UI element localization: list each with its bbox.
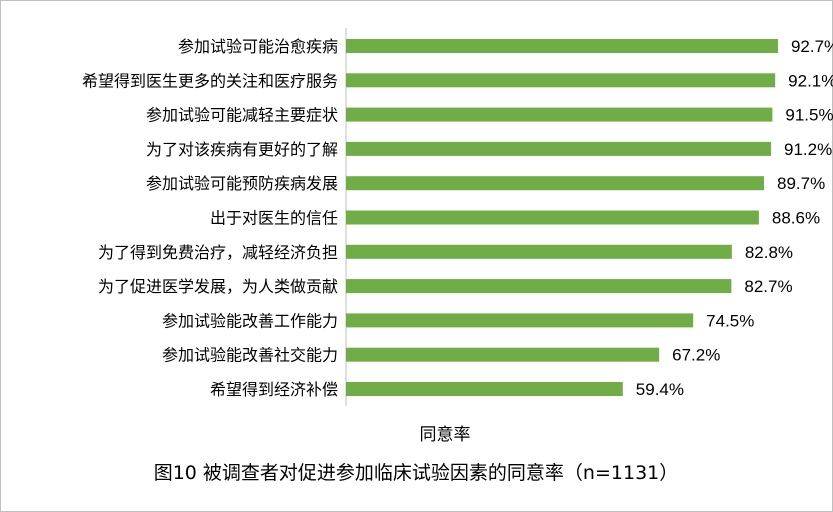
chart-title: 图10 被调查者对促进参加临床试验因素的同意率（n=1131） [154,462,679,484]
category-label-2: 参加试验可能减轻主要症状 [146,106,338,125]
bar-0 [346,39,778,53]
value-labels-group: 92.7% 92.1% 91.5% 91.2% 89.7% 88.6% 82.8% 82.7%… [636,37,833,399]
category-label-10: 希望得到经济补偿 [210,380,338,399]
value-label-2: 91.5% [785,106,833,125]
bar-1 [346,73,776,88]
category-label-1: 希望得到医生更多的关注和医疗服务 [82,71,338,90]
bar-9 [346,347,660,362]
category-label-3: 为了对该疾病有更好的了解 [146,140,338,159]
bar-5 [346,210,759,225]
bar-10 [346,382,623,396]
bar-4 [346,176,765,191]
category-label-0: 参加试验可能治愈疾病 [178,37,338,56]
value-label-6: 82.8% [745,243,793,262]
category-label-4: 参加试验可能预防疾病发展 [146,174,338,193]
category-label-9: 参加试验能改善社交能力 [162,346,338,365]
value-label-10: 59.4% [636,380,684,399]
bar-7 [346,279,732,294]
category-labels-group: 参加试验可能治愈疾病希望得到医生更多的关注和医疗服务参加试验可能减轻主要症状为了… [82,37,338,399]
value-label-1: 92.1% [788,71,833,90]
value-label-0: 92.7% [791,37,833,56]
category-label-8: 参加试验能改善工作能力 [162,311,338,330]
x-axis-label: 同意率 [420,425,471,445]
bar-8 [346,313,694,328]
category-label-6: 为了得到免费治疗，减轻经济负担 [98,243,338,262]
bar-2 [346,107,773,122]
value-label-3: 91.2% [784,140,832,159]
value-label-7: 82.7% [744,277,792,296]
value-label-4: 89.7% [777,174,825,193]
category-label-7: 为了促进医学发展，为人类做贡献 [98,277,338,296]
value-label-8: 74.5% [706,311,754,330]
value-label-5: 88.6% [772,209,820,228]
category-label-5: 出于对医生的信任 [210,209,338,228]
bar-3 [346,141,771,156]
value-label-9: 67.2% [672,346,720,365]
bar-6 [346,244,732,259]
bars-group [346,39,778,396]
